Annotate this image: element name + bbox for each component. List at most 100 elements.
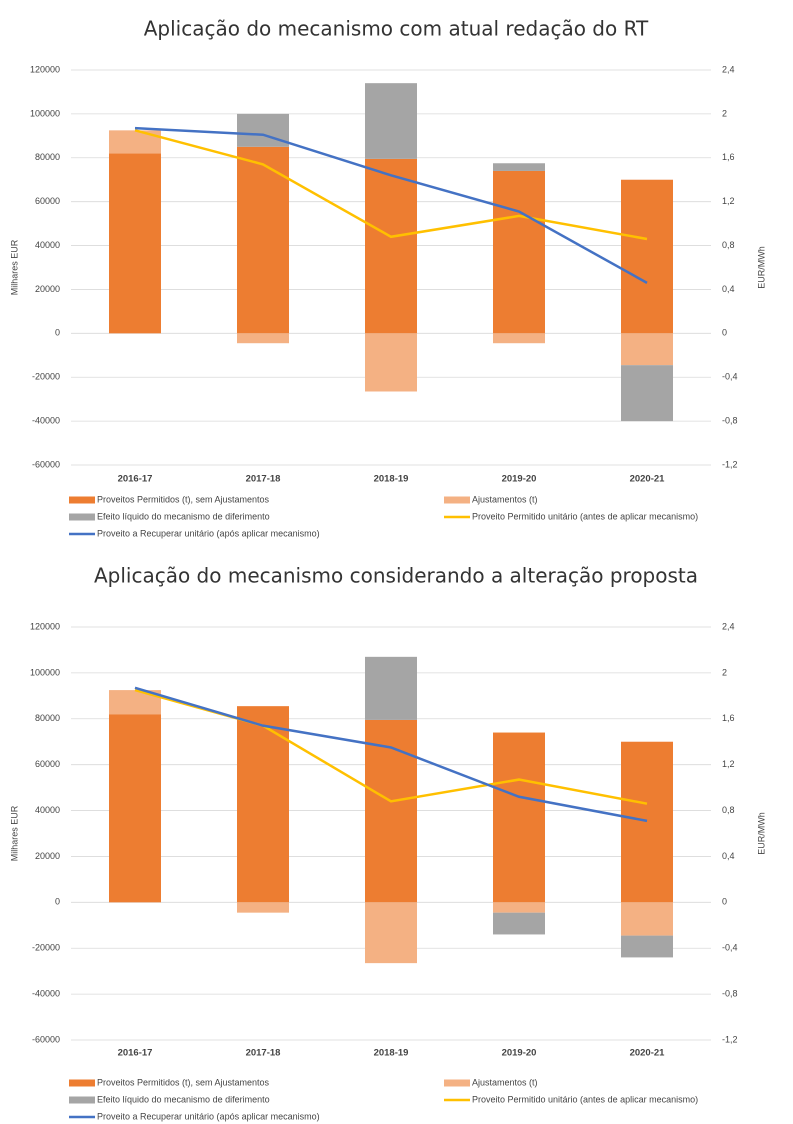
legend-swatch (69, 513, 95, 521)
y2-tick-label: 0 (722, 897, 727, 907)
y2-tick-label: 0,8 (722, 240, 735, 250)
legend-swatch (69, 1079, 95, 1087)
x-tick-label: 2016-17 (118, 1048, 153, 1059)
legend-label: Ajustamentos (t) (472, 494, 538, 504)
bar-segment (237, 333, 289, 344)
y-axis-label: Milhares EUR (9, 805, 19, 861)
bar-segment (621, 902, 673, 936)
bar-segment (237, 113, 289, 147)
y-tick-label: -60000 (32, 1034, 60, 1044)
bar-segment (365, 656, 417, 720)
bar-segment (621, 333, 673, 366)
y2-tick-label: 1,2 (722, 759, 735, 769)
y-tick-label: 120000 (30, 621, 60, 631)
x-tick-label: 2016-17 (118, 474, 153, 485)
legend-label: Efeito líquido do mecanismo de diferimen… (97, 511, 270, 521)
legend-label: Proveito a Recuperar unitário (após apli… (97, 1111, 320, 1121)
x-tick-label: 2019-20 (502, 1048, 537, 1059)
y2-axis-label: EUR/MWh (756, 246, 766, 289)
x-tick-label: 2017-18 (246, 474, 281, 485)
y2-tick-label: 1,2 (722, 196, 735, 206)
y-tick-label: 80000 (35, 152, 60, 162)
line-series (134, 126, 648, 284)
legend-label: Proveitos Permitidos (t), sem Ajustament… (97, 494, 270, 504)
bar-segment (493, 902, 545, 913)
bar-segment (493, 732, 545, 903)
y2-tick-label: -1,2 (722, 1034, 738, 1044)
y2-tick-label: 0 (722, 328, 727, 338)
y2-tick-label: 2,4 (722, 64, 735, 74)
chart-title: Aplicação do mecanismo com atual redação… (144, 17, 649, 41)
y-tick-label: 100000 (30, 667, 60, 677)
legend-label: Efeito líquido do mecanismo de diferimen… (97, 1094, 270, 1104)
bar-segment (365, 333, 417, 392)
bar-segment (109, 130, 161, 154)
legend-swatch (444, 1079, 470, 1087)
y2-tick-label: -0,4 (722, 372, 738, 382)
y2-tick-label: 2,4 (722, 621, 735, 631)
y-tick-label: 60000 (35, 759, 60, 769)
y2-tick-label: 0,4 (722, 284, 735, 294)
bar-segment (365, 719, 417, 903)
legend-label: Proveitos Permitidos (t), sem Ajustament… (97, 1077, 270, 1087)
bar-segment (493, 333, 545, 344)
bar-segment (365, 158, 417, 334)
x-tick-label: 2018-19 (374, 1048, 409, 1059)
y-tick-label: 120000 (30, 64, 60, 74)
y2-tick-label: -0,4 (722, 943, 738, 953)
y-tick-label: 20000 (35, 284, 60, 294)
bar-segment (621, 935, 673, 958)
bar-segment (621, 365, 673, 422)
legend-swatch (444, 496, 470, 504)
bar-segment (493, 163, 545, 171)
y2-tick-label: -0,8 (722, 988, 738, 998)
y2-tick-label: 1,6 (722, 152, 735, 162)
legend-label: Proveito a Recuperar unitário (após apli… (97, 528, 320, 538)
line-series (134, 686, 648, 823)
y-axis-label: Milhares EUR (9, 239, 19, 295)
y-tick-label: 80000 (35, 713, 60, 723)
y-tick-label: -60000 (32, 459, 60, 469)
y2-axis-label: EUR/MWh (756, 812, 766, 855)
y-tick-label: -40000 (32, 988, 60, 998)
y-tick-label: 0 (55, 897, 60, 907)
y-tick-label: -20000 (32, 372, 60, 382)
bar-segment (621, 741, 673, 903)
legend-label: Proveito Permitido unitário (antes de ap… (472, 1094, 698, 1104)
y-tick-label: 20000 (35, 851, 60, 861)
chart-title: Aplicação do mecanismo considerando a al… (94, 564, 698, 588)
y2-tick-label: 0,4 (722, 851, 735, 861)
bar-segment (365, 83, 417, 159)
y2-tick-label: 0,8 (722, 805, 735, 815)
legend-label: Ajustamentos (t) (472, 1077, 538, 1087)
y2-tick-label: 2 (722, 667, 727, 677)
y-tick-label: 0 (55, 328, 60, 338)
legend-swatch (69, 496, 95, 504)
bar-segment (237, 902, 289, 913)
y-tick-label: 100000 (30, 108, 60, 118)
bar-segment (109, 714, 161, 903)
y-tick-label: 40000 (35, 240, 60, 250)
x-tick-label: 2019-20 (502, 474, 537, 485)
bar-segment (109, 153, 161, 334)
x-tick-label: 2020-21 (630, 1048, 666, 1059)
bar-segment (237, 146, 289, 334)
y2-tick-label: 1,6 (722, 713, 735, 723)
y2-tick-label: -1,2 (722, 459, 738, 469)
y2-tick-label: 2 (722, 108, 727, 118)
y-tick-label: -40000 (32, 415, 60, 425)
x-tick-label: 2018-19 (374, 474, 409, 485)
bar-segment (493, 912, 545, 935)
x-tick-label: 2017-18 (246, 1048, 281, 1059)
y2-tick-label: -0,8 (722, 415, 738, 425)
y-tick-label: 60000 (35, 196, 60, 206)
y-tick-label: 40000 (35, 805, 60, 815)
legend-swatch (69, 1096, 95, 1104)
bar-segment (237, 706, 289, 903)
bar-segment (621, 179, 673, 334)
x-tick-label: 2020-21 (630, 474, 666, 485)
y-tick-label: -20000 (32, 943, 60, 953)
legend-label: Proveito Permitido unitário (antes de ap… (472, 511, 698, 521)
line-series (134, 129, 648, 241)
